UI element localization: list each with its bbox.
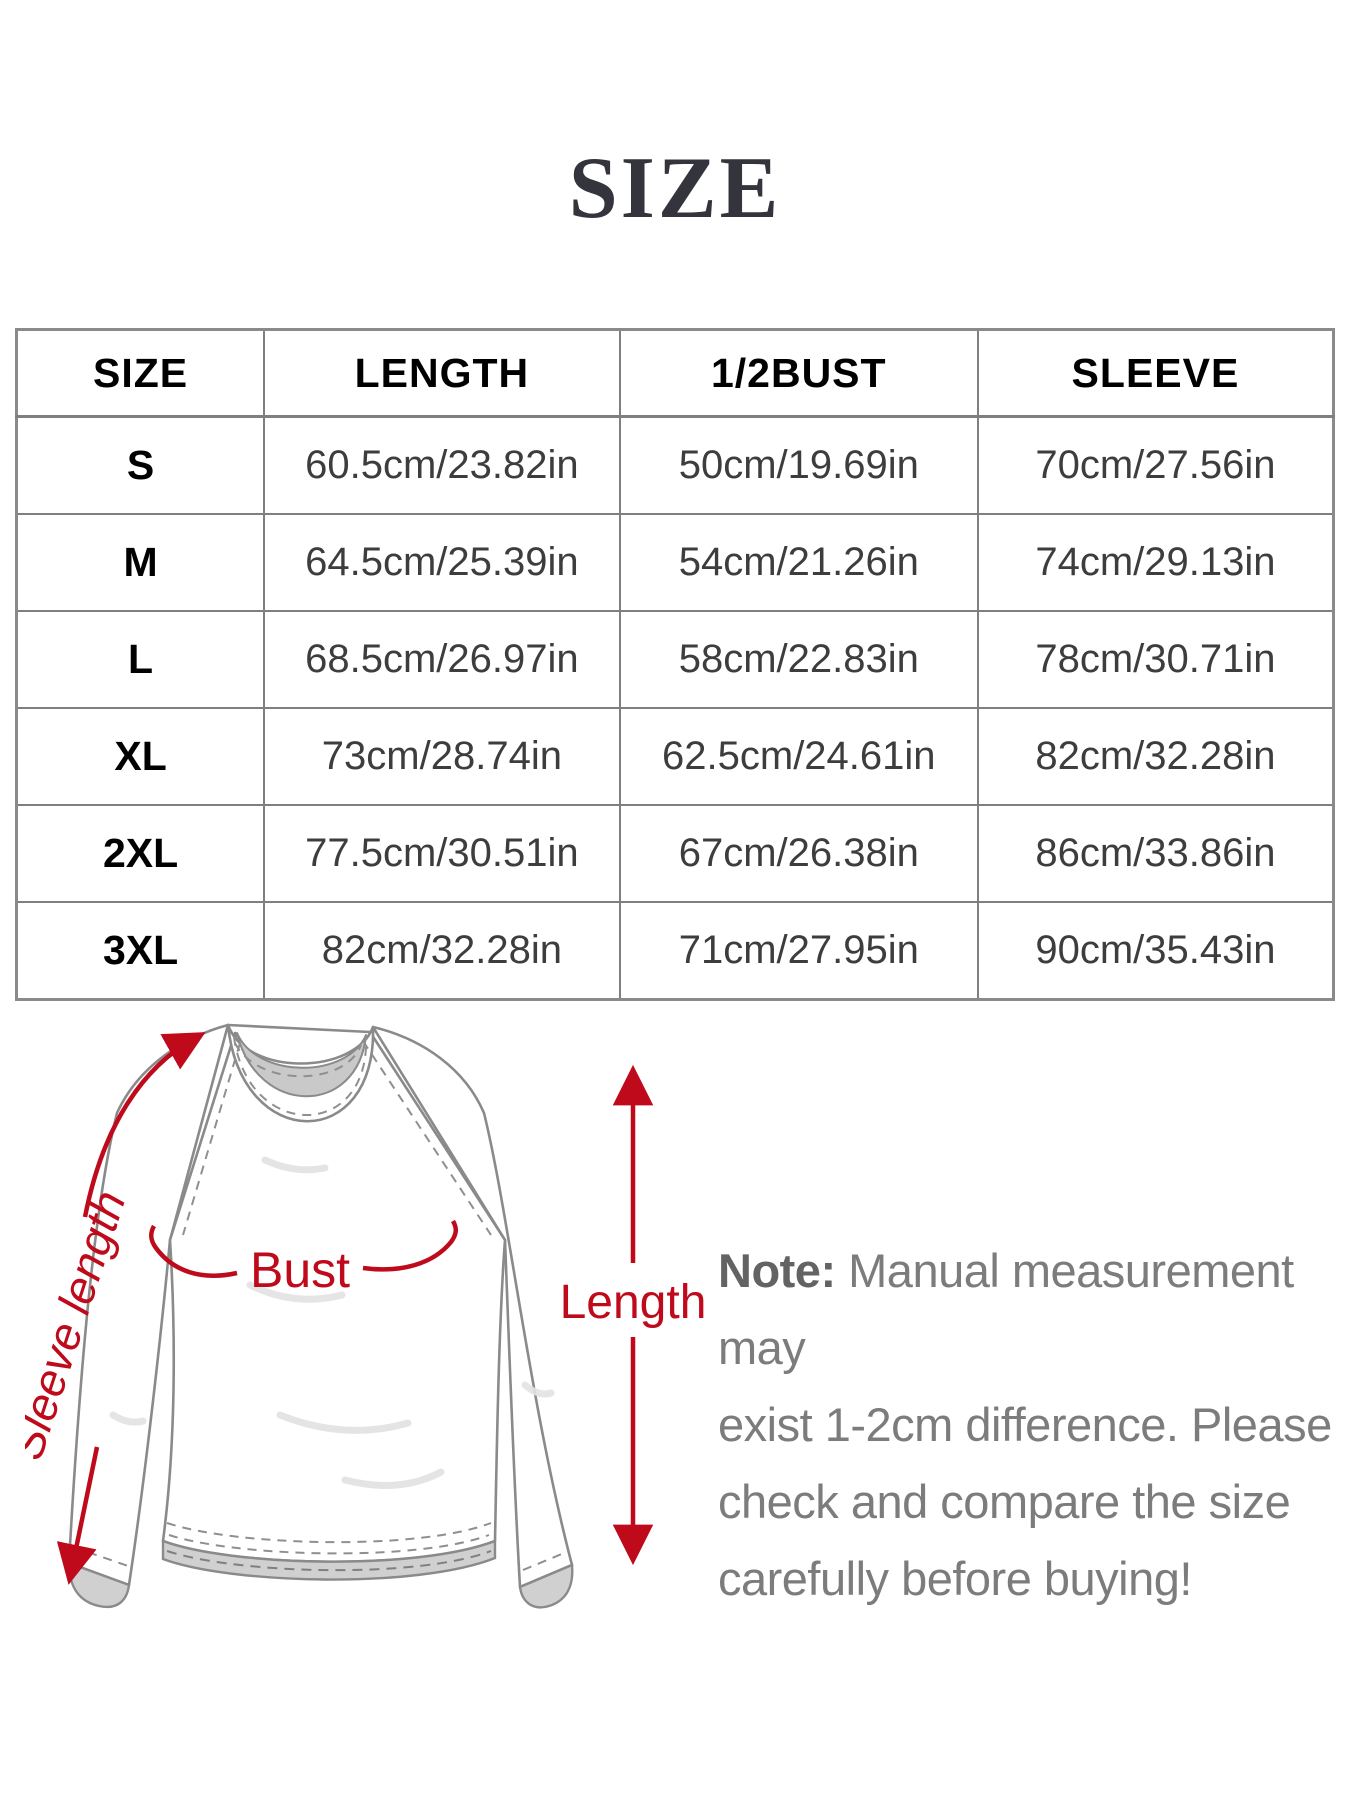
- size-cell: XL: [15, 707, 266, 806]
- note-line-2: exist 1-2cm difference. Please: [718, 1398, 1332, 1451]
- length-cell: 77.5cm/30.51in: [263, 804, 621, 903]
- sleeve-cell: 90cm/35.43in: [976, 901, 1335, 1001]
- column-header-length: LENGTH: [263, 328, 621, 418]
- note-line-1: Manual measurement may: [718, 1244, 1294, 1374]
- halfbust-cell: 67cm/26.38in: [618, 804, 979, 903]
- sleeve-arrow-curve: [82, 1032, 206, 1218]
- column-header-size: SIZE: [15, 328, 266, 418]
- table-row: M 64.5cm/25.39in 54cm/21.26in 74cm/29.13…: [15, 513, 1335, 612]
- halfbust-cell: 54cm/21.26in: [618, 513, 979, 612]
- sleeve-cell: 82cm/32.28in: [976, 707, 1335, 806]
- table-row: 2XL 77.5cm/30.51in 67cm/26.38in 86cm/33.…: [15, 804, 1335, 903]
- halfbust-cell: 71cm/27.95in: [618, 901, 979, 1001]
- shirt-measurement-diagram: Sleeve length Bust Length: [25, 1023, 705, 1609]
- bust-label: Bust: [250, 1242, 350, 1298]
- sleeve-arrow-line: [56, 1446, 100, 1585]
- table-header-row: SIZE LENGTH 1/2BUST SLEEVE: [15, 328, 1335, 418]
- page-title: SIZE: [568, 140, 782, 237]
- table-row: L 68.5cm/26.97in 58cm/22.83in 78cm/30.71…: [15, 610, 1335, 709]
- table-row: 3XL 82cm/32.28in 71cm/27.95in 90cm/35.43…: [15, 901, 1335, 1001]
- column-header-sleeve: SLEEVE: [976, 328, 1335, 418]
- note-prefix: Note:: [718, 1244, 836, 1297]
- fabric-folds: [109, 1156, 555, 1489]
- size-cell: M: [15, 513, 266, 612]
- size-chart-table: SIZE LENGTH 1/2BUST SLEEVE S 60.5cm/23.8…: [15, 328, 1335, 1001]
- sleeve-cell: 78cm/30.71in: [976, 610, 1335, 709]
- sleeve-cell: 74cm/29.13in: [976, 513, 1335, 612]
- length-label: Length: [560, 1276, 705, 1329]
- length-cell: 68.5cm/26.97in: [263, 610, 621, 709]
- length-cell: 73cm/28.74in: [263, 707, 621, 806]
- note-line-4: carefully before buying!: [718, 1552, 1192, 1605]
- size-cell: 2XL: [15, 804, 266, 903]
- sleeve-cell: 70cm/27.56in: [976, 415, 1335, 515]
- length-cell: 60.5cm/23.82in: [263, 415, 621, 515]
- shirt-stitching: [72, 1036, 570, 1571]
- table-row: XL 73cm/28.74in 62.5cm/24.61in 82cm/32.2…: [15, 707, 1335, 806]
- table-row: S 60.5cm/23.82in 50cm/19.69in 70cm/27.56…: [15, 415, 1335, 515]
- halfbust-cell: 50cm/19.69in: [618, 415, 979, 515]
- size-cell: S: [15, 415, 266, 515]
- bust-line-right: [362, 1219, 458, 1272]
- note-line-3: check and compare the size: [718, 1475, 1291, 1528]
- halfbust-cell: 62.5cm/24.61in: [618, 707, 979, 806]
- length-cell: 82cm/32.28in: [263, 901, 621, 1001]
- column-header-halfbust: 1/2BUST: [618, 328, 979, 418]
- size-cell: L: [15, 610, 266, 709]
- bust-line-left: [149, 1224, 238, 1278]
- size-cell: 3XL: [15, 901, 266, 1001]
- hem-stitch: [166, 1550, 492, 1572]
- shirt-outline: [67, 1023, 574, 1589]
- length-cell: 64.5cm/25.39in: [263, 513, 621, 612]
- sleeve-cell: 86cm/33.86in: [976, 804, 1335, 903]
- measurement-note: Note: Manual measurement may exist 1-2cm…: [718, 1232, 1348, 1617]
- halfbust-cell: 58cm/22.83in: [618, 610, 979, 709]
